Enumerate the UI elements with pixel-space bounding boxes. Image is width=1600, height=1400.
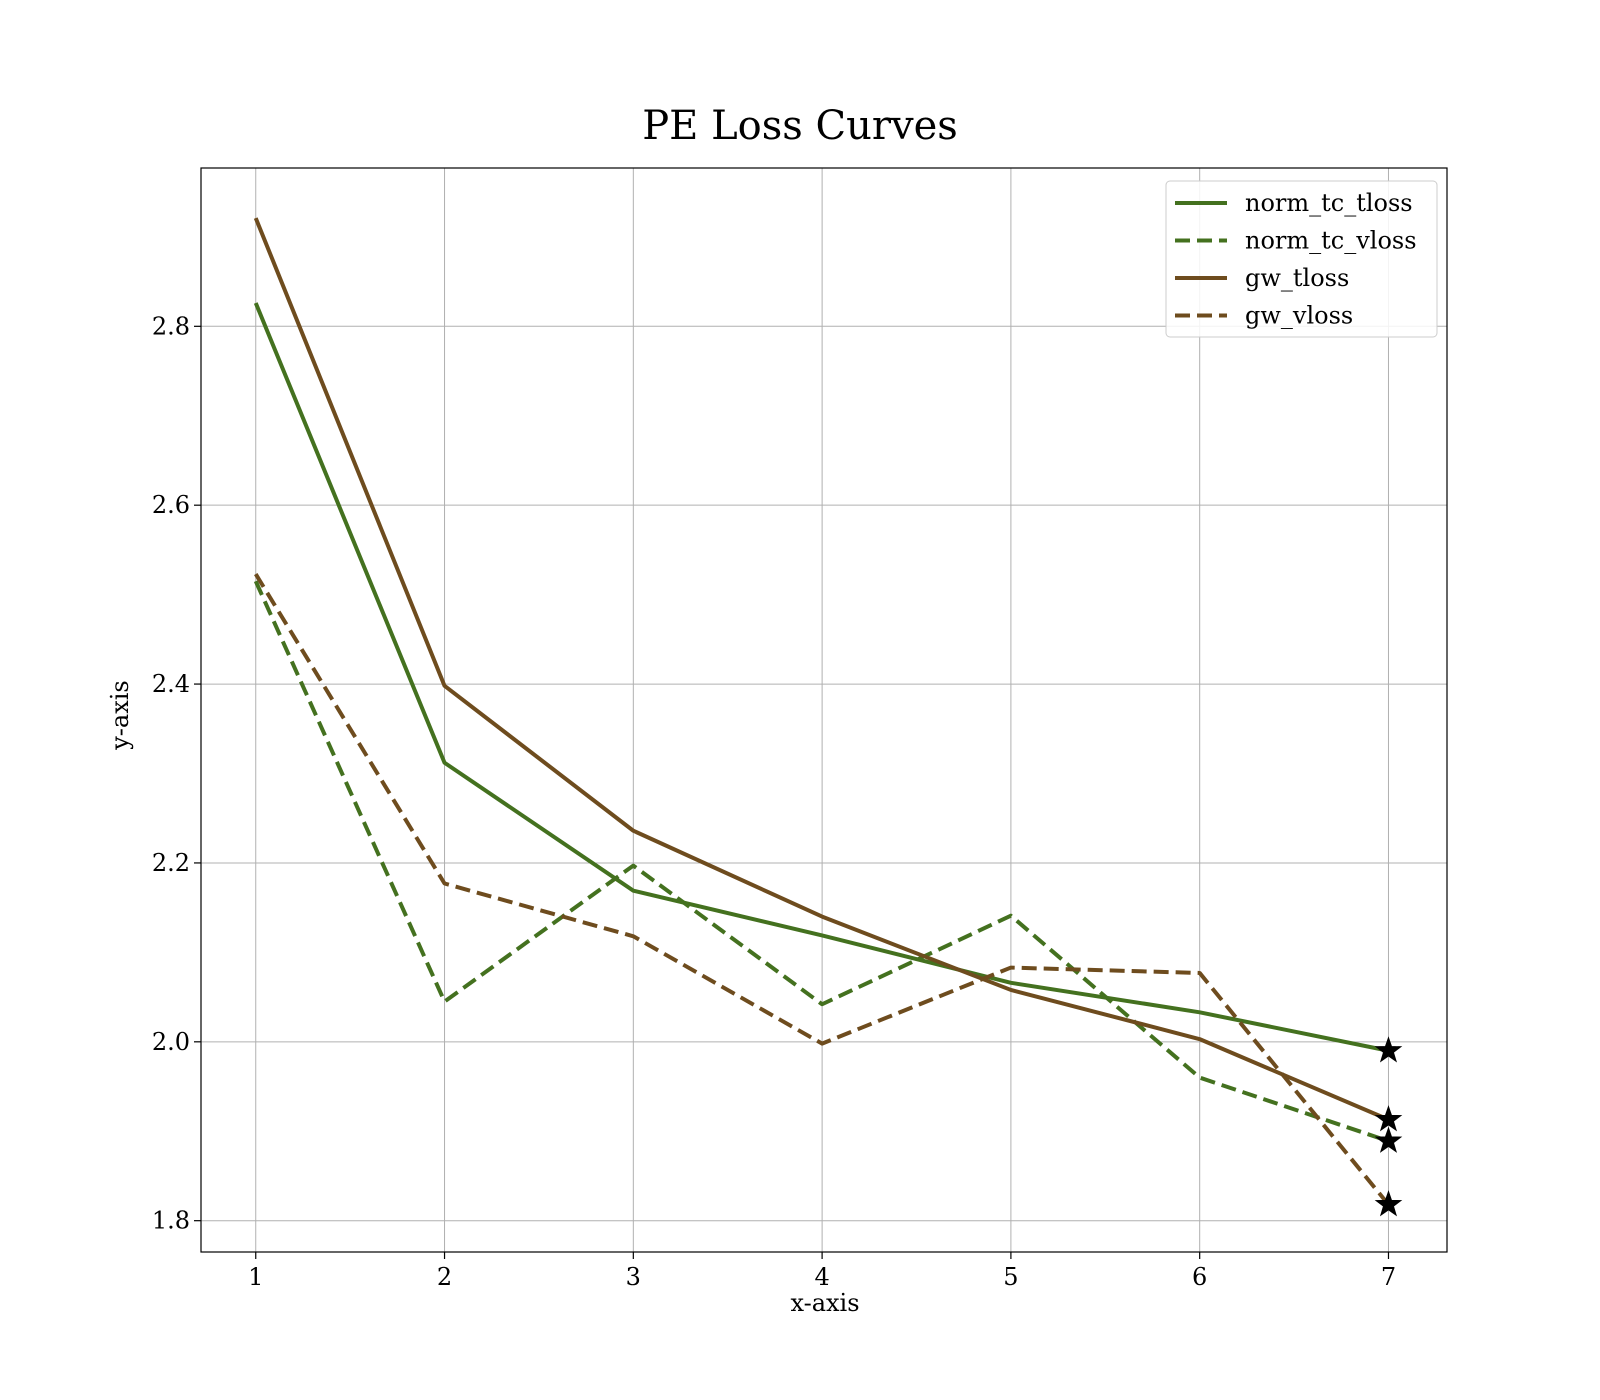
legend-label: norm_tc_vloss <box>1245 227 1417 255</box>
x-tick-label: 7 <box>1381 1263 1396 1291</box>
end-star-marker <box>1374 1126 1403 1153</box>
end-star-marker <box>1374 1036 1403 1063</box>
x-axis-label: x-axis <box>790 1289 860 1317</box>
x-tick-label: 6 <box>1192 1263 1207 1291</box>
y-tick-label: 2.8 <box>152 312 190 340</box>
legend-box <box>1165 180 1438 338</box>
series-line-norm_tc_tloss <box>253 302 1389 1053</box>
x-tick-label: 3 <box>626 1263 641 1291</box>
series-line-gw_vloss <box>254 573 1391 1206</box>
chart-title: PE Loss Curves <box>642 103 958 149</box>
legend-label: gw_vloss <box>1245 302 1353 330</box>
x-tick-label: 1 <box>248 1263 263 1291</box>
y-axis-label: y-axis <box>106 680 134 750</box>
series-line-norm_tc_vloss <box>253 580 1390 1143</box>
legend-label: gw_tloss <box>1245 264 1349 292</box>
axes-frame <box>200 167 1448 1253</box>
y-tick-label: 1.8 <box>152 1207 190 1235</box>
y-tick-label: 2.2 <box>152 849 190 877</box>
y-tick-label: 2.6 <box>152 491 190 519</box>
x-tick-label: 4 <box>814 1263 829 1291</box>
y-tick-label: 2.4 <box>152 670 190 698</box>
x-tick-label: 2 <box>437 1263 452 1291</box>
end-star-marker <box>1374 1105 1403 1132</box>
end-star-marker <box>1374 1190 1403 1217</box>
legend-label: norm_tc_tloss <box>1245 189 1413 217</box>
x-tick-label: 5 <box>1003 1263 1018 1291</box>
y-tick-label: 2.0 <box>152 1028 190 1056</box>
series-line-gw_tloss <box>253 217 1390 1122</box>
